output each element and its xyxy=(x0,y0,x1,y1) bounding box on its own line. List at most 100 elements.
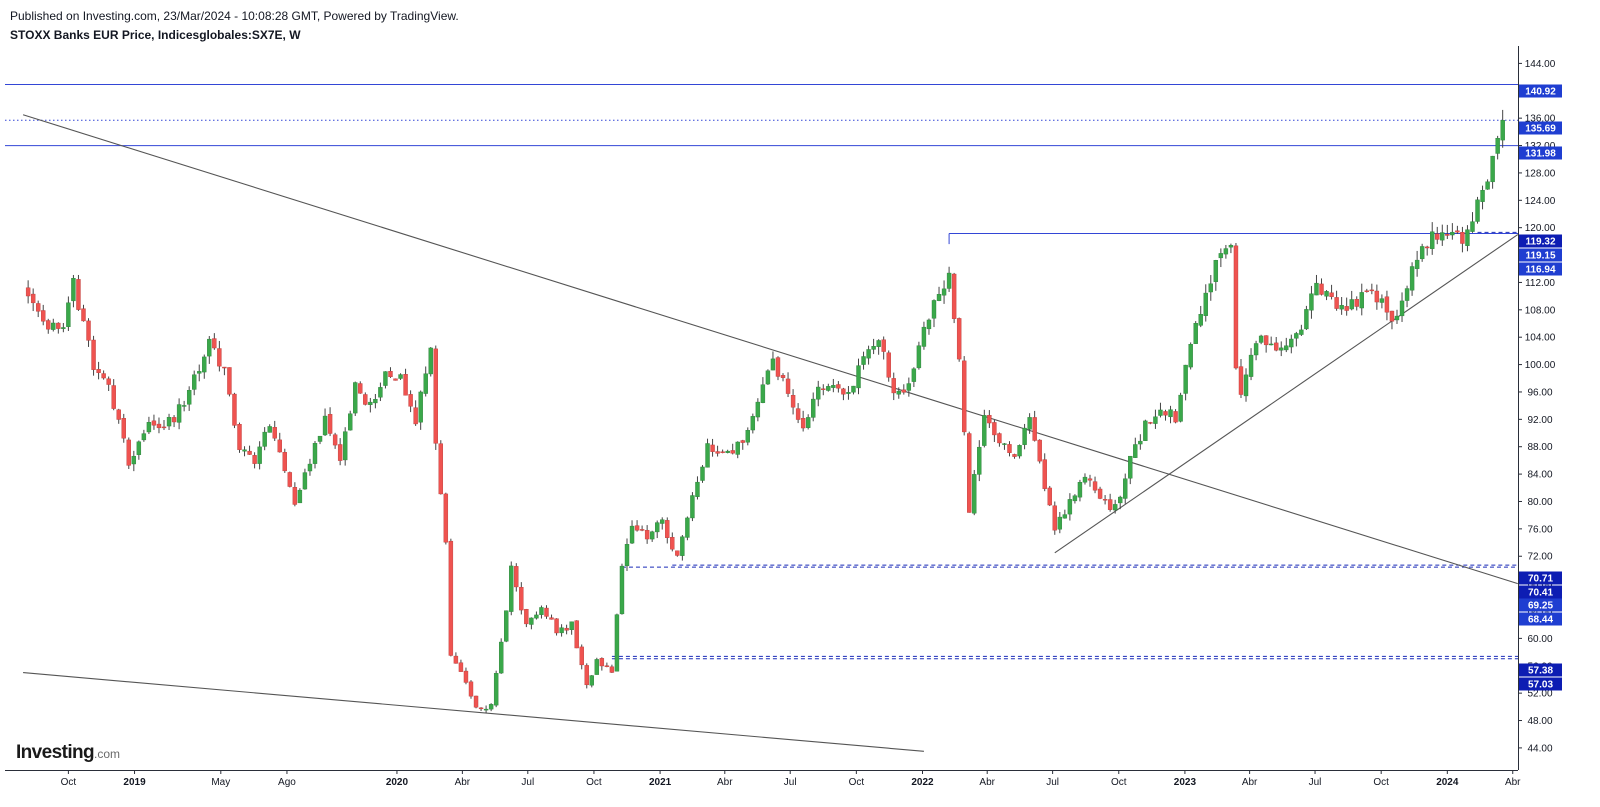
candlesticks xyxy=(25,109,1505,714)
candle xyxy=(1148,421,1153,425)
price-label: 116.94 xyxy=(1519,262,1562,276)
candle xyxy=(348,410,353,431)
x-tick-label: Oct xyxy=(61,777,77,788)
candle xyxy=(1500,109,1505,148)
x-tick-label: 2021 xyxy=(649,777,672,788)
candle xyxy=(519,582,524,615)
candle xyxy=(644,525,650,544)
candle xyxy=(156,417,162,434)
candle xyxy=(217,340,222,372)
candle xyxy=(886,350,891,382)
x-tick-label: Oct xyxy=(849,777,865,788)
chart-title: STOXX Banks EUR Price, Indicesglobales:S… xyxy=(10,28,301,42)
candle xyxy=(574,620,579,649)
candle xyxy=(1384,290,1390,321)
candle xyxy=(1102,495,1108,505)
svg-text:140.92: 140.92 xyxy=(1525,87,1556,98)
candle xyxy=(1445,224,1450,240)
candle xyxy=(1248,348,1254,381)
candle xyxy=(1173,409,1178,424)
svg-text:116.94: 116.94 xyxy=(1525,265,1555,276)
candle xyxy=(639,525,645,532)
candle xyxy=(1012,453,1017,459)
candle xyxy=(488,703,494,712)
candle xyxy=(1289,334,1294,354)
candle xyxy=(1263,335,1269,353)
candle xyxy=(1279,341,1284,357)
candle xyxy=(846,386,851,400)
price-label: 57.03 xyxy=(1519,677,1562,691)
candle xyxy=(1178,392,1183,423)
candle xyxy=(141,429,147,442)
candle xyxy=(207,336,212,364)
candle xyxy=(1193,321,1198,344)
candle xyxy=(1037,439,1042,464)
candle xyxy=(977,440,982,482)
chart-header: Published on Investing.com, 23/Mar/2024 … xyxy=(10,8,459,43)
y-tick-label: 124.00 xyxy=(1525,196,1556,207)
candle xyxy=(116,408,121,424)
x-axis-ticks: Oct 2019 May Ago 2020 Abr Jul Oct 2021 Abr Jul Oct 2… xyxy=(61,770,1521,788)
svg-text:68.44: 68.44 xyxy=(1528,615,1553,626)
candle xyxy=(1339,297,1344,315)
candle xyxy=(926,318,932,335)
candle xyxy=(393,378,398,381)
candle xyxy=(1032,410,1037,442)
candle xyxy=(1309,285,1314,319)
candle xyxy=(1233,242,1239,370)
candle xyxy=(1052,501,1057,535)
candle xyxy=(619,563,625,615)
candle xyxy=(1017,444,1022,459)
y-tick-label: 96.00 xyxy=(1527,387,1552,398)
candle xyxy=(1107,493,1113,512)
candle xyxy=(514,563,519,592)
price-label: 119.15 xyxy=(1519,248,1562,262)
candle xyxy=(252,452,257,469)
candle xyxy=(529,617,534,630)
candle xyxy=(665,517,670,544)
x-tick-label: 2024 xyxy=(1436,777,1459,788)
candle xyxy=(1389,310,1395,330)
y-tick-label: 52.00 xyxy=(1527,689,1552,700)
candle xyxy=(589,675,594,688)
candle xyxy=(106,376,111,392)
candle xyxy=(1163,409,1168,421)
svg-text:119.32: 119.32 xyxy=(1525,237,1555,248)
price-label: 70.71 xyxy=(1519,571,1562,585)
candle xyxy=(212,333,217,350)
candle xyxy=(624,538,630,571)
price-label: 131.98 xyxy=(1519,146,1562,160)
candle xyxy=(186,386,192,411)
candle xyxy=(896,387,901,399)
x-tick-label: Jul xyxy=(521,777,534,788)
candle xyxy=(383,371,388,389)
candle xyxy=(428,347,433,377)
candle xyxy=(267,424,272,433)
price-label: 69.25 xyxy=(1519,598,1562,612)
published-note: Published on Investing.com, 23/Mar/2024 … xyxy=(10,9,459,23)
candle xyxy=(826,383,831,392)
candle xyxy=(614,613,620,672)
candle xyxy=(1112,499,1118,514)
candle xyxy=(941,280,947,304)
candle xyxy=(483,705,489,714)
candle xyxy=(1440,224,1445,246)
candle xyxy=(735,441,740,459)
candle xyxy=(398,373,403,380)
candle xyxy=(1133,437,1138,458)
x-tick-label: 2022 xyxy=(911,777,934,788)
y-tick-label: 100.00 xyxy=(1525,360,1556,371)
candle xyxy=(312,441,318,469)
candle xyxy=(358,381,363,394)
candle xyxy=(1450,223,1455,240)
candle xyxy=(670,532,675,552)
candle xyxy=(1490,155,1495,189)
candle xyxy=(1097,486,1103,500)
candle xyxy=(609,664,615,673)
trendline-uptrend-support xyxy=(1054,234,1519,554)
candle xyxy=(458,659,464,672)
candle xyxy=(1007,441,1012,457)
x-tick-label: Abr xyxy=(455,777,471,788)
candle xyxy=(740,439,745,450)
